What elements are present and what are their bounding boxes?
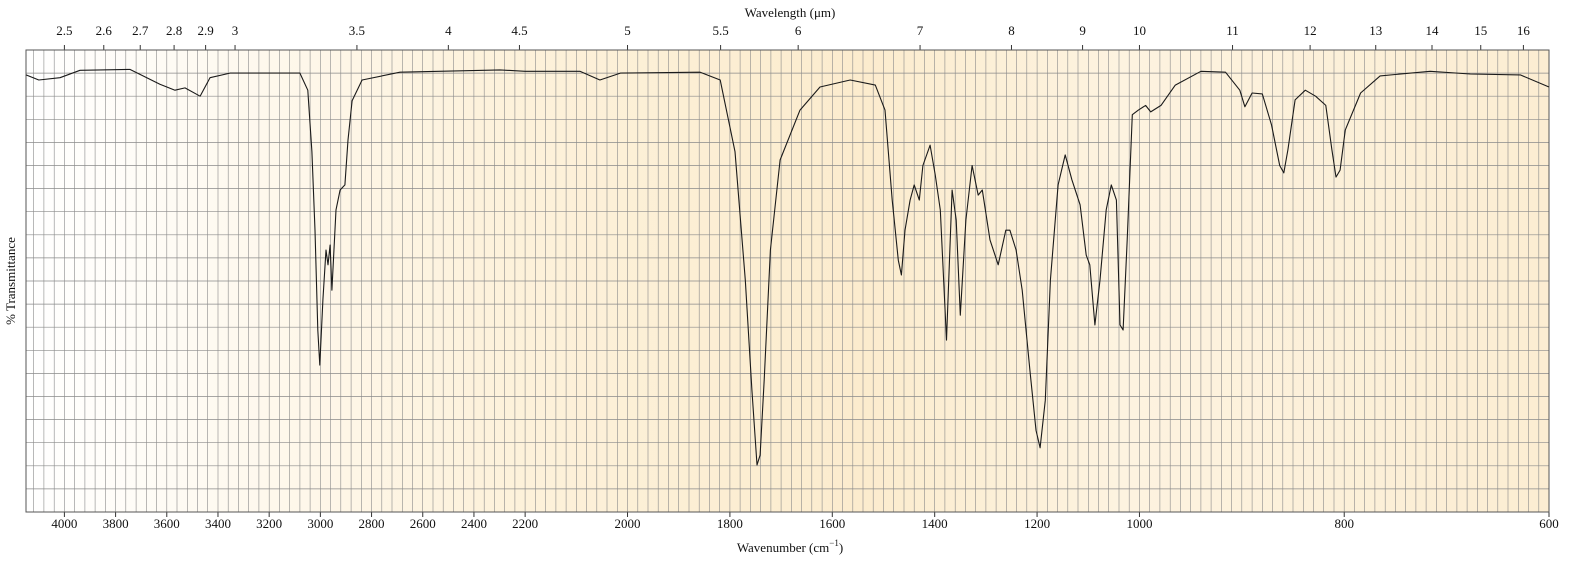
x-tick-label: 3600: [154, 516, 180, 531]
x2-tick-label: 5.5: [712, 23, 728, 38]
x2-tick-label: 12: [1304, 23, 1317, 38]
x-tick-label: 2000: [615, 516, 641, 531]
x2-tick-label: 13: [1369, 23, 1382, 38]
x2-tick-label: 3.5: [349, 23, 365, 38]
x2-tick-label: 6: [795, 23, 802, 38]
x2-tick-label: 2.5: [56, 23, 72, 38]
x-tick-label: 1600: [819, 516, 845, 531]
x-tick-label: 2200: [512, 516, 538, 531]
x2-tick-label: 9: [1079, 23, 1086, 38]
x2-tick-label: 2.6: [96, 23, 113, 38]
x-tick-label: 800: [1334, 516, 1354, 531]
x2-tick-label: 16: [1517, 23, 1531, 38]
x-tick-label: 4000: [51, 516, 77, 531]
x-tick-label: 2800: [359, 516, 385, 531]
x-tick-label: 3800: [103, 516, 129, 531]
x-tick-label: 1000: [1126, 516, 1152, 531]
x2-tick-label: 7: [917, 23, 924, 38]
x-axis-label: Wavenumber (cm−1): [737, 538, 843, 555]
x-tick-label: 1200: [1024, 516, 1050, 531]
spectrum-line: [25, 68, 1550, 466]
x2-tick-label: 4: [445, 23, 452, 38]
x-tick-label: 3400: [205, 516, 231, 531]
x2-tick-label: 11: [1226, 23, 1239, 38]
x-tick-label: 2400: [461, 516, 487, 531]
x2-tick-label: 5: [624, 23, 631, 38]
x2-tick-label: 3: [232, 23, 239, 38]
x-tick-label: 1800: [717, 516, 743, 531]
x2-tick-label: 2.9: [197, 23, 213, 38]
plot-frame: [25, 49, 1550, 513]
x2-tick-label: 4.5: [511, 23, 527, 38]
x2-tick-label: 15: [1474, 23, 1487, 38]
x2-tick-label: 2.7: [132, 23, 149, 38]
x2-tick-label: 8: [1008, 23, 1015, 38]
y-axis-label: % Transmittance: [3, 237, 18, 325]
x-tick-label: 3200: [256, 516, 282, 531]
x2-axis-label: Wavelength (μm): [745, 5, 836, 20]
x2-tick-label: 14: [1425, 23, 1439, 38]
x2-tick-label: 2.8: [166, 23, 182, 38]
x-tick-label: 600: [1539, 516, 1559, 531]
x-tick-label: 2600: [410, 516, 436, 531]
x-tick-label: 3000: [307, 516, 333, 531]
x2-tick-label: 10: [1133, 23, 1146, 38]
x-tick-label: 1400: [922, 516, 948, 531]
